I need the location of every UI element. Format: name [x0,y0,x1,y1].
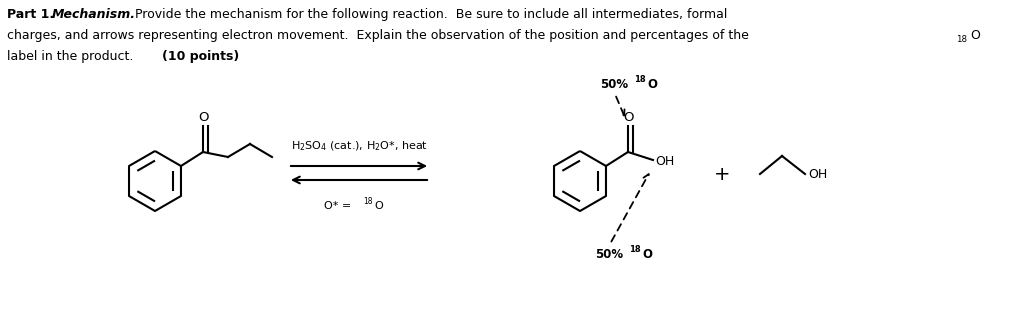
Text: O: O [647,78,657,91]
Text: O: O [199,111,209,124]
Text: 18: 18 [634,75,645,83]
Text: Mechanism.: Mechanism. [52,8,136,21]
Text: 50%: 50% [595,247,624,260]
Text: OH: OH [808,168,827,181]
Text: O: O [970,29,980,42]
Text: Provide the mechanism for the following reaction.  Be sure to include all interm: Provide the mechanism for the following … [135,8,727,21]
Text: 18: 18 [362,197,373,206]
Text: O: O [624,111,634,124]
Text: charges, and arrows representing electron movement.  Explain the observation of : charges, and arrows representing electro… [7,29,749,42]
Text: 18: 18 [956,35,967,44]
Text: O: O [642,247,652,260]
Text: 18: 18 [629,244,641,254]
Text: OH: OH [655,155,674,168]
Text: O: O [374,201,383,211]
Text: label in the product.: label in the product. [7,50,145,63]
Text: (10 points): (10 points) [162,50,240,63]
Text: +: + [714,165,730,184]
Text: 50%: 50% [600,78,628,91]
Text: H$_2$SO$_4$ (cat.), H$_2$O*, heat: H$_2$SO$_4$ (cat.), H$_2$O*, heat [291,140,427,153]
Text: Part 1.: Part 1. [7,8,54,21]
Text: O* =: O* = [324,201,354,211]
